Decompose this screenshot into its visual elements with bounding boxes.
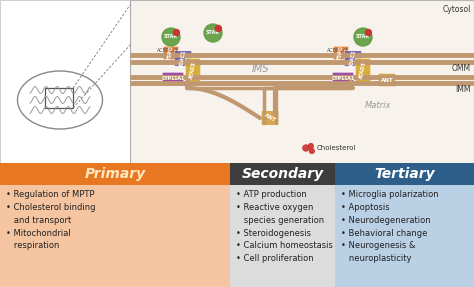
- Text: Tertiary: Tertiary: [374, 167, 435, 181]
- Circle shape: [310, 149, 314, 153]
- Text: VDAC1: VDAC1: [179, 49, 187, 68]
- Circle shape: [162, 28, 180, 46]
- Text: ACBD1/3: ACBD1/3: [157, 47, 179, 52]
- FancyBboxPatch shape: [335, 163, 474, 185]
- Text: Cholesterol: Cholesterol: [317, 145, 356, 151]
- Text: ANT: ANT: [381, 77, 393, 82]
- Text: Matrix: Matrix: [365, 100, 391, 110]
- FancyBboxPatch shape: [0, 185, 230, 287]
- Circle shape: [309, 144, 313, 148]
- Text: STAR: STAR: [356, 34, 370, 40]
- Text: Cytosol: Cytosol: [443, 5, 471, 14]
- FancyBboxPatch shape: [230, 185, 335, 287]
- Text: CYP11A1: CYP11A1: [331, 77, 355, 82]
- Text: • Regulation of MPTP
• Cholesterol binding
   and transport
• Mitochondrial
   r: • Regulation of MPTP • Cholesterol bindi…: [6, 190, 95, 250]
- Text: ATAD3: ATAD3: [189, 61, 197, 79]
- Circle shape: [173, 30, 179, 36]
- FancyBboxPatch shape: [174, 51, 192, 66]
- Text: OMM: OMM: [452, 64, 471, 73]
- Text: Primary: Primary: [84, 167, 146, 181]
- Text: IMS: IMS: [252, 65, 270, 75]
- FancyBboxPatch shape: [355, 58, 371, 82]
- Circle shape: [303, 145, 309, 151]
- FancyBboxPatch shape: [130, 0, 474, 170]
- Text: IMM: IMM: [456, 85, 471, 94]
- FancyBboxPatch shape: [378, 73, 396, 87]
- FancyBboxPatch shape: [0, 163, 230, 185]
- Text: • Microglia polarization
• Apoptosis
• Neurodegeneration
• Behavioral change
• N: • Microglia polarization • Apoptosis • N…: [341, 190, 438, 263]
- Text: STAR: STAR: [206, 30, 220, 36]
- FancyBboxPatch shape: [344, 51, 362, 66]
- FancyBboxPatch shape: [261, 111, 279, 125]
- Text: CYP11A1: CYP11A1: [162, 77, 184, 82]
- Text: STAR: STAR: [164, 34, 178, 40]
- FancyBboxPatch shape: [230, 163, 335, 185]
- FancyBboxPatch shape: [335, 185, 474, 287]
- Circle shape: [215, 26, 221, 32]
- Text: VDAC1: VDAC1: [349, 49, 357, 68]
- Text: TSPO: TSPO: [167, 45, 175, 61]
- Text: TSPO: TSPO: [337, 45, 345, 61]
- Text: ANT: ANT: [263, 113, 277, 123]
- Text: Secondary: Secondary: [241, 167, 324, 181]
- Circle shape: [354, 28, 372, 46]
- Text: ATAD3: ATAD3: [359, 61, 367, 79]
- FancyBboxPatch shape: [162, 72, 184, 86]
- Text: • ATP production
• Reactive oxygen
   species generation
• Steroidogenesis
• Cal: • ATP production • Reactive oxygen speci…: [236, 190, 333, 263]
- Text: ACBD1/3: ACBD1/3: [327, 47, 348, 52]
- FancyBboxPatch shape: [163, 46, 179, 60]
- FancyBboxPatch shape: [332, 72, 354, 86]
- FancyBboxPatch shape: [333, 46, 349, 60]
- FancyBboxPatch shape: [185, 58, 201, 82]
- Circle shape: [204, 24, 222, 42]
- Circle shape: [365, 30, 372, 36]
